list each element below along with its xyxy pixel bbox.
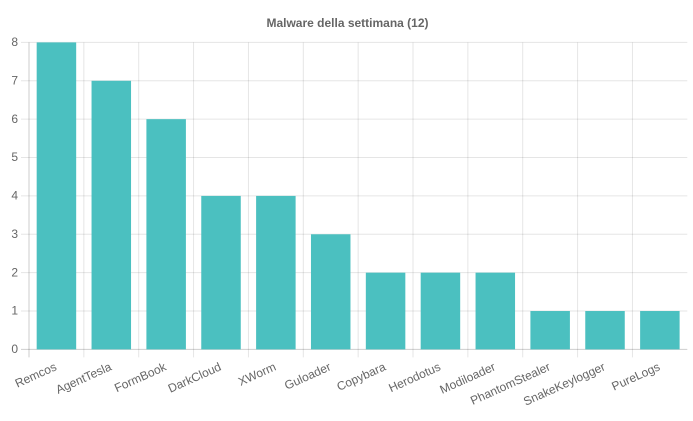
svg-text:0: 0 xyxy=(11,342,18,356)
svg-text:Malware della settimana (12): Malware della settimana (12) xyxy=(266,16,428,30)
svg-text:8: 8 xyxy=(11,35,18,49)
svg-text:6: 6 xyxy=(11,112,18,126)
svg-text:3: 3 xyxy=(11,227,18,241)
svg-text:2: 2 xyxy=(11,265,18,279)
svg-text:1: 1 xyxy=(11,304,18,318)
svg-text:7: 7 xyxy=(11,73,18,87)
svg-text:4: 4 xyxy=(11,189,18,203)
svg-text:5: 5 xyxy=(11,150,18,164)
